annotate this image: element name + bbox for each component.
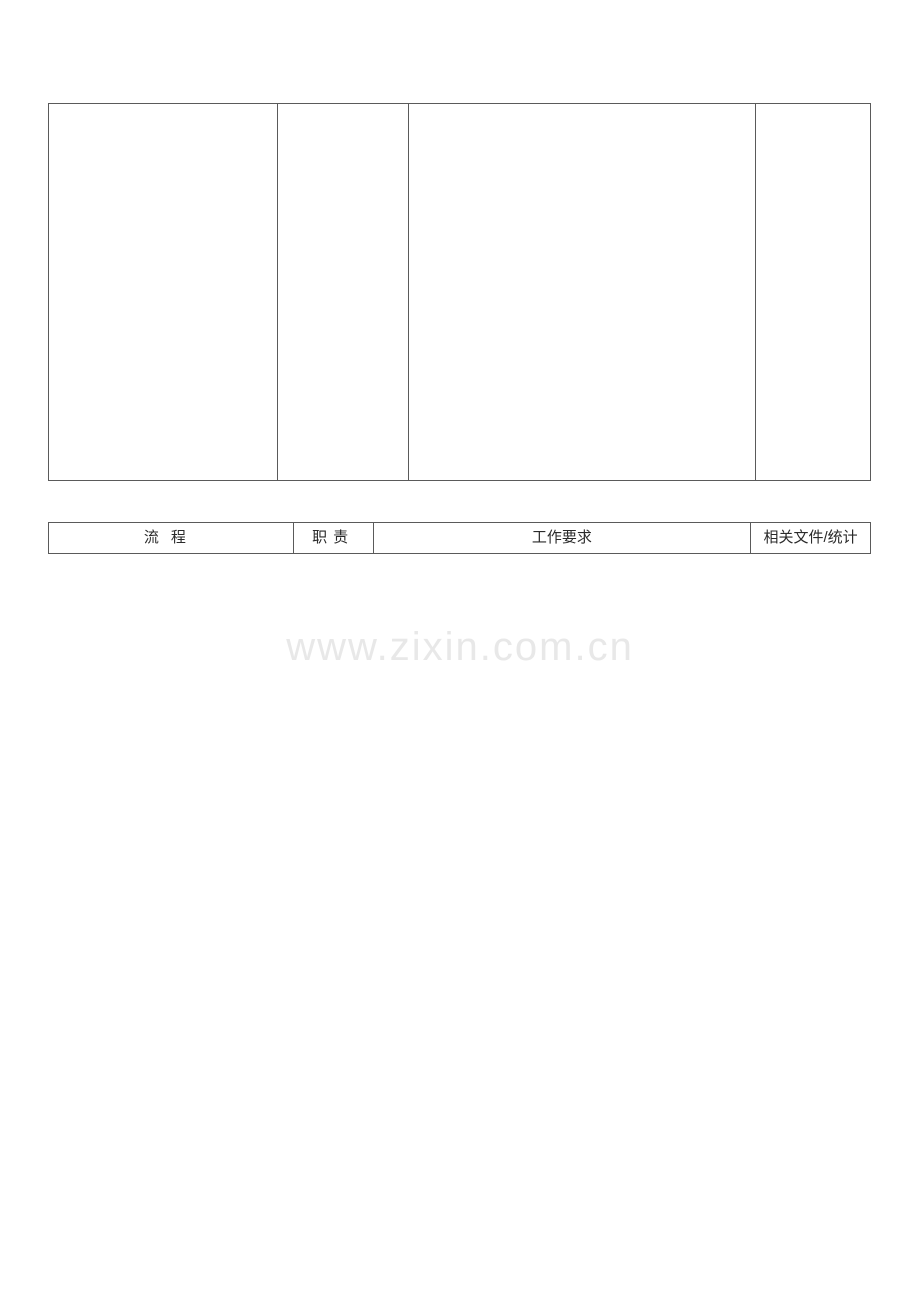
table-header-cell-documents: 相关文件/统计 bbox=[751, 523, 871, 554]
table-header-cell-requirements: 工作要求 bbox=[373, 523, 751, 554]
header-label-requirements: 工作要求 bbox=[532, 529, 592, 546]
header-label-documents: 相关文件/统计 bbox=[763, 529, 857, 546]
header-label-responsibility: 职责 bbox=[312, 529, 354, 546]
table-top-cell-2 bbox=[277, 104, 408, 481]
watermark: www.zixin.com.cn bbox=[286, 625, 634, 670]
table-top-container bbox=[48, 103, 871, 481]
table-header-cell-process: 流程 bbox=[49, 523, 294, 554]
header-label-process: 流程 bbox=[144, 529, 198, 546]
table-header: 流程 职责 工作要求 相关文件/统计 bbox=[48, 522, 871, 554]
watermark-text: www.zixin.com.cn bbox=[286, 625, 634, 669]
table-header-cell-responsibility: 职责 bbox=[293, 523, 373, 554]
table-top-cell-4 bbox=[756, 104, 871, 481]
table-top bbox=[48, 103, 871, 481]
table-header-row: 流程 职责 工作要求 相关文件/统计 bbox=[49, 523, 871, 554]
table-top-cell-1 bbox=[49, 104, 278, 481]
table-top-cell-3 bbox=[408, 104, 756, 481]
table-top-row bbox=[49, 104, 871, 481]
